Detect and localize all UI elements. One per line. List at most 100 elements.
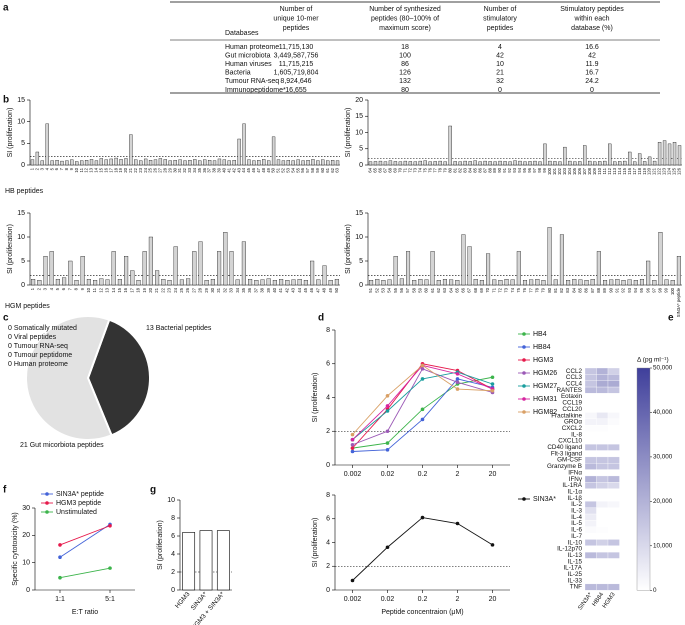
- y-tick-label: 10: [22, 560, 30, 567]
- x-tick-label: 91: [502, 167, 507, 172]
- bar: [163, 159, 167, 166]
- x-tick-label: 0.002: [344, 596, 362, 603]
- x-tick-label: 78: [437, 167, 442, 172]
- heatmap-cell: [607, 577, 620, 585]
- x-tick-label: 76: [427, 167, 432, 172]
- data-point: [108, 566, 112, 570]
- legend-label: SIN3A* peptide: [56, 491, 104, 498]
- x-tick-label: 41: [226, 167, 231, 172]
- heatmap-cell: [607, 494, 620, 502]
- bar: [109, 158, 113, 166]
- x-tick-label: 23: [138, 167, 143, 172]
- y-axis-label: SI (proliferation): [345, 108, 352, 158]
- heatmap-cell: [607, 482, 620, 489]
- bar: [676, 256, 681, 286]
- x-tick-label: 61: [430, 287, 435, 292]
- data-point: [420, 363, 425, 368]
- bar: [303, 280, 308, 286]
- bar: [291, 279, 296, 286]
- pie-slice: [86, 318, 151, 437]
- x-tick-label: 122: [657, 167, 662, 175]
- heatmap-cell: [596, 545, 609, 553]
- bar: [43, 256, 48, 286]
- bar: [588, 160, 592, 166]
- heatmap-cell: [584, 545, 597, 553]
- heatmap-cell: [596, 513, 609, 521]
- y-axis-label: SI (proliferation): [7, 224, 14, 274]
- x-tick-label: 125: [672, 167, 677, 175]
- legend-label: Unstimulated: [56, 509, 97, 516]
- x-tick-label: 56: [300, 167, 305, 172]
- bar: [559, 234, 564, 286]
- bar: [223, 232, 228, 286]
- x-tick-label: SIN3A* peptide: [676, 287, 681, 317]
- x-tick-label: 95: [522, 167, 527, 172]
- x-tick-label: 48: [261, 167, 266, 172]
- heatmap-cell: [596, 469, 609, 477]
- x-tick-label: 104: [567, 167, 572, 175]
- x-tick-label: 57: [405, 287, 410, 292]
- heatmap-cell: [584, 380, 597, 388]
- legend-swatch: [45, 510, 49, 514]
- data-point: [350, 446, 355, 450]
- legend-label: HGM3 peptide: [56, 500, 101, 507]
- bar: [486, 253, 491, 286]
- bar: [134, 159, 138, 166]
- row-label: IL-25: [568, 571, 583, 578]
- bar: [443, 161, 447, 166]
- table-cell: 24.2: [585, 78, 599, 85]
- legend-label: HGM27: [533, 383, 557, 390]
- table-cell: 126: [399, 70, 411, 77]
- bar: [99, 158, 104, 166]
- heatmap-cell: [607, 583, 620, 591]
- heatmap-cell: [607, 424, 620, 432]
- table-cell: 1,605,719,804: [274, 70, 319, 77]
- bar: [393, 256, 398, 286]
- bar: [281, 160, 286, 166]
- bar: [139, 160, 143, 166]
- empty-category: 0 Viral peptides: [8, 334, 57, 341]
- x-tick-label: 32: [182, 167, 187, 172]
- heatmap-cell: [596, 424, 609, 432]
- table-header: Stimulatory peptides: [560, 6, 624, 13]
- bar: [633, 280, 638, 286]
- table-cell: Human viruses: [225, 61, 272, 68]
- x-tick-label: 35: [241, 287, 246, 292]
- y-tick-label: 0: [326, 462, 330, 469]
- bar: [578, 161, 582, 166]
- bar: [590, 279, 595, 286]
- x-tick-label: 103: [562, 167, 567, 175]
- table-cell: 0: [590, 87, 594, 94]
- row-label: Eotaxin: [561, 393, 583, 400]
- bar: [442, 279, 447, 286]
- row-label: Flt-3 ligand: [551, 450, 583, 457]
- bar: [657, 142, 662, 166]
- bar: [522, 280, 528, 286]
- bar: [528, 161, 532, 166]
- row-label: CCL2: [566, 368, 583, 375]
- x-tick-label: 5:1: [105, 596, 115, 603]
- legend-swatch: [45, 501, 49, 505]
- x-tick-label: 45: [246, 167, 251, 172]
- heatmap-cell: [596, 380, 609, 388]
- data-point: [108, 523, 112, 528]
- bar: [75, 161, 79, 166]
- bar: [478, 161, 482, 166]
- x-tick-label: 93: [627, 287, 632, 292]
- x-tick-label: 74: [417, 167, 422, 172]
- heatmap-cell: [607, 571, 620, 578]
- heatmap-cell: [584, 552, 597, 559]
- x-tick-label: 77: [432, 167, 437, 172]
- bar: [192, 251, 197, 286]
- x-tick-label: 113: [612, 167, 617, 174]
- bar: [84, 160, 89, 166]
- y-tick-label: 2: [171, 569, 175, 576]
- x-tick-label: 73: [504, 287, 509, 292]
- x-tick-label: 41: [278, 287, 283, 292]
- bar: [483, 160, 487, 166]
- bar: [130, 270, 135, 286]
- x-tick-label: 19: [142, 287, 147, 292]
- x-tick-label: 96: [645, 287, 650, 292]
- x-tick-label: 24: [173, 287, 178, 292]
